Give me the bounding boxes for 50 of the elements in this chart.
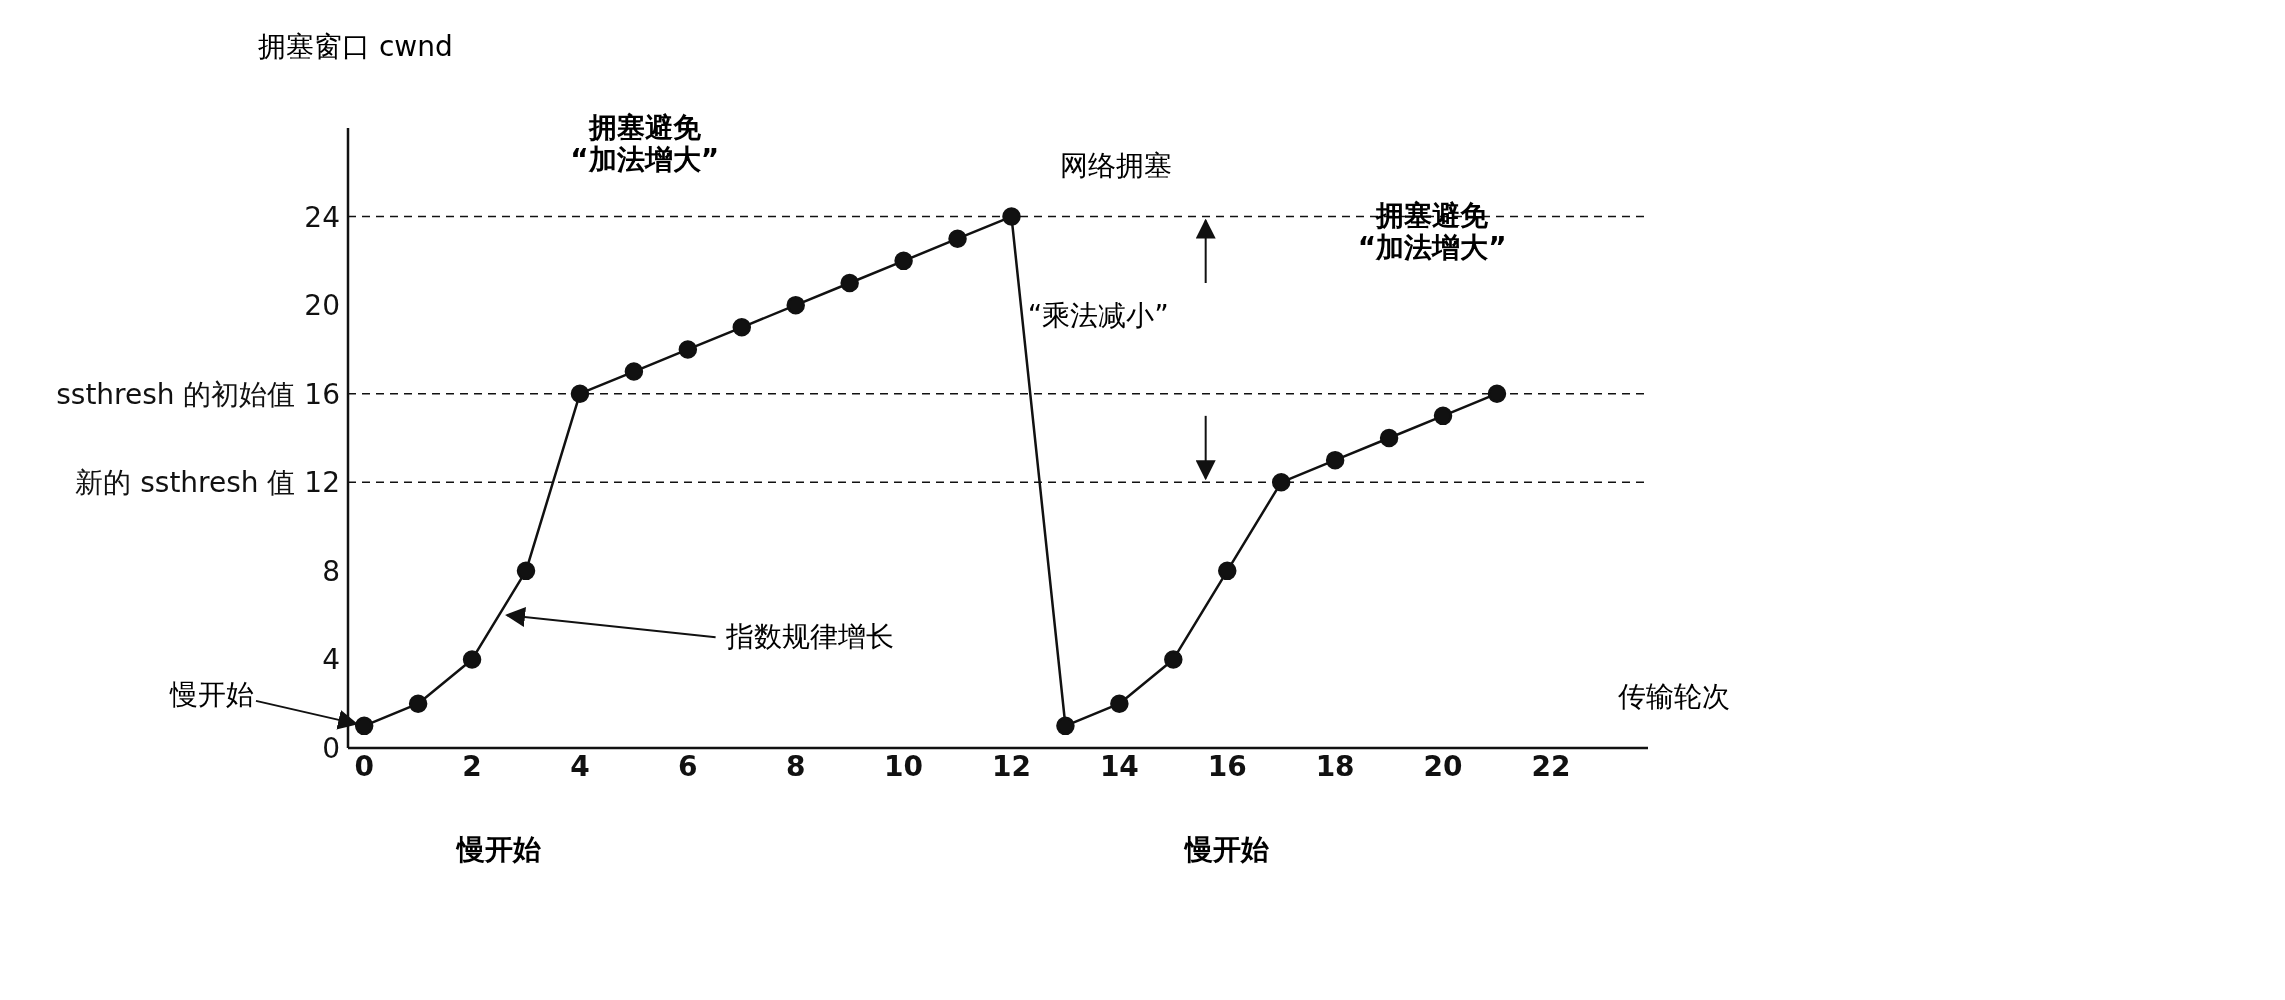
x-tick-label: 22 xyxy=(1531,749,1571,783)
point xyxy=(1487,384,1507,403)
annotation: 慢开始 xyxy=(169,676,254,713)
point xyxy=(840,273,859,293)
y-tick-label: 4 xyxy=(322,643,340,677)
point xyxy=(732,318,752,337)
annotation: 指数规律增长 xyxy=(725,619,894,656)
point xyxy=(894,251,913,271)
point xyxy=(1218,561,1237,581)
point xyxy=(1110,694,1129,713)
x-tick-label: 2 xyxy=(462,749,482,783)
x-tick-label: 14 xyxy=(1099,749,1139,783)
point xyxy=(408,694,428,713)
point xyxy=(1164,650,1183,669)
x-tick-label: 8 xyxy=(785,749,806,783)
annotation: 拥塞避免 “加法增大” xyxy=(1357,198,1507,265)
x-tick-label: 12 xyxy=(992,749,1031,783)
point xyxy=(786,295,805,315)
annotation: “乘法减小” xyxy=(1027,299,1169,333)
x-tick-label: 16 xyxy=(1207,749,1247,783)
x-tick-label: 18 xyxy=(1315,749,1355,783)
point xyxy=(678,340,698,359)
x-tick-label: 0 xyxy=(354,749,374,783)
point xyxy=(354,716,374,736)
point xyxy=(570,384,590,403)
x-tick-label: 4 xyxy=(570,749,590,783)
point xyxy=(462,650,482,669)
point xyxy=(1379,428,1399,448)
point xyxy=(1433,406,1453,426)
x-tick-label: 6 xyxy=(678,749,698,783)
point xyxy=(1002,207,1021,226)
x-tick-label: 10 xyxy=(884,749,924,783)
point xyxy=(516,561,536,581)
point xyxy=(624,362,644,381)
y-tick-label: 新的 ssthresh 值 12 xyxy=(75,466,340,500)
y-tick-label: 24 xyxy=(304,200,340,234)
x-tick-label: 20 xyxy=(1423,749,1463,783)
point xyxy=(1056,716,1075,736)
y-axis-title: 拥塞窗口 cwnd xyxy=(258,29,453,65)
y-tick-label: 20 xyxy=(304,289,340,323)
point xyxy=(1271,473,1291,492)
y-tick-label: ssthresh 的初始值 16 xyxy=(56,377,340,411)
point xyxy=(1325,450,1345,470)
text: 慢开始 xyxy=(457,832,542,866)
text: 慢开始 xyxy=(1185,832,1270,866)
y-tick-label: 8 xyxy=(322,554,340,588)
annotation: 拥塞避免 “加法增大” xyxy=(570,110,720,176)
point xyxy=(948,229,967,248)
annotation: 网络拥塞 xyxy=(1060,148,1173,182)
x-axis-title: 传输轮次 xyxy=(1618,679,1730,715)
